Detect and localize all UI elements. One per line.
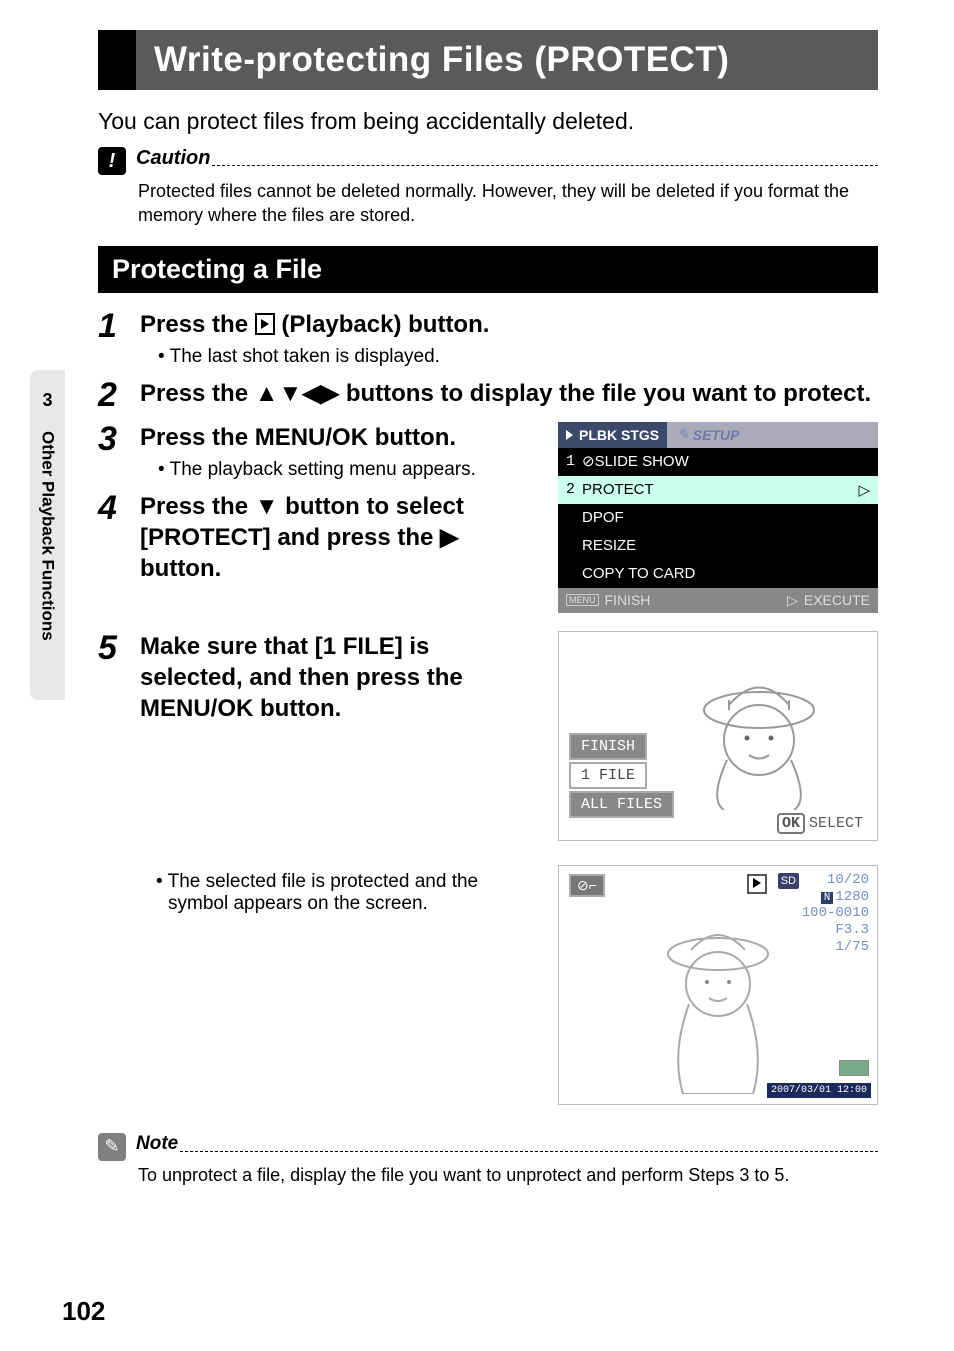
text: The playback setting menu appears. <box>170 459 476 480</box>
step-num: 2 <box>98 378 140 412</box>
preview-meta: 10/20 N1280 100-0010 F3.3 1/75 <box>802 872 869 956</box>
step-title: Make sure that [1 FILE] is selected, and… <box>140 631 536 725</box>
subsection-title: Protecting a File <box>98 246 878 293</box>
menu-tag: MENU <box>566 594 599 606</box>
playback-icon <box>255 313 275 335</box>
step-1: 1 Press the (Playback) button. • The las… <box>98 309 878 368</box>
n-badge: N <box>821 892 834 904</box>
text: The last shot taken is displayed. <box>170 346 440 367</box>
caution-body: Protected files cannot be deleted normal… <box>138 179 878 228</box>
note-body: To unprotect a file, display the file yo… <box>138 1165 878 1186</box>
intro-text: You can protect files from being acciden… <box>98 108 878 135</box>
title-mark <box>98 30 136 90</box>
step-4: 4 Press the ▼ button to select [PROTECT]… <box>98 491 536 585</box>
menu-item: RESIZE <box>558 532 878 560</box>
step-title: Press the MENU/OK button. <box>140 422 536 453</box>
menu-tab-playback: PLBK STGS <box>558 422 667 448</box>
note-label: Note <box>136 1133 178 1155</box>
step-bullet: • The playback setting menu appears. <box>158 459 536 481</box>
meta-file: 100-0010 <box>802 905 869 922</box>
menu-item-selected: 2PROTECT ▷ <box>558 476 878 504</box>
caution-label: Caution <box>136 147 210 170</box>
idx: 2 <box>566 481 582 498</box>
step-title: Press the (Playback) button. <box>140 309 878 340</box>
meta-aperture: F3.3 <box>802 922 869 939</box>
sd-badge: SD <box>778 873 799 889</box>
option-selected: 1 FILE <box>569 762 647 789</box>
menu-item: DPOF <box>558 504 878 532</box>
step-num: 5 <box>98 631 140 725</box>
ok-badge: OK <box>777 813 805 834</box>
step-2: 2 Press the ▲▼◀▶ buttons to display the … <box>98 378 878 412</box>
label: SLIDE SHOW <box>595 453 689 470</box>
result-bullet: • The selected file is protected and the… <box>156 871 536 915</box>
option: ALL FILES <box>569 791 674 818</box>
down-arrow-icon: ▼ <box>255 493 279 520</box>
chapter-number: 3 <box>42 390 52 411</box>
caution-dash <box>212 156 878 166</box>
menu-tab-setup: ✎ SETUP <box>667 422 878 448</box>
tab-label: PLBK STGS <box>579 427 659 443</box>
note-icon: ✎ <box>98 1133 126 1161</box>
step-num: 1 <box>98 309 140 368</box>
idx: 1 <box>566 453 582 470</box>
step-3: 3 Press the MENU/OK button. • The playba… <box>98 422 536 481</box>
menu-item: 1⊘SLIDE SHOW <box>558 448 878 476</box>
person-illustration <box>633 904 803 1094</box>
section-title: Write-protecting Files (PROTECT) <box>136 30 878 90</box>
menu-item: COPY TO CARD <box>558 560 878 588</box>
text: The selected file is protected and the s… <box>168 871 479 914</box>
right-arrow-icon: ▶ <box>440 524 458 551</box>
meta-shutter: 1/75 <box>802 939 869 956</box>
menu-footer: MENU FINISH ▷ EXECUTE <box>558 588 878 613</box>
step-num: 4 <box>98 491 140 585</box>
page-number: 102 <box>62 1296 105 1327</box>
person-illustration <box>669 650 849 810</box>
chapter-label: Other Playback Functions <box>38 431 58 641</box>
text: Press the <box>140 380 255 407</box>
section-title-row: Write-protecting Files (PROTECT) <box>98 30 878 90</box>
playback-badge-icon <box>747 874 767 894</box>
meta-count: 10/20 <box>802 872 869 889</box>
option: FINISH <box>569 733 647 760</box>
foot-label: FINISH <box>605 592 651 608</box>
menu-body: 1⊘SLIDE SHOW 2PROTECT ▷ DPOF RESIZE COPY … <box>558 448 878 588</box>
side-tab: 3 Other Playback Functions <box>30 370 65 700</box>
dpad-icon: ▲▼◀▶ <box>255 380 339 407</box>
play-icon <box>566 430 573 440</box>
menu-screenshot: PLBK STGS ✎ SETUP 1⊘SLIDE SHOW 2PROTECT ▷… <box>558 422 878 613</box>
file-options: FINISH 1 FILE ALL FILES <box>569 733 674 820</box>
text: button. <box>140 555 221 582</box>
text: Press the <box>140 311 255 338</box>
meta-size: 1280 <box>835 889 869 905</box>
label: DPOF <box>582 509 624 526</box>
step-title: Press the ▲▼◀▶ buttons to display the fi… <box>140 378 878 409</box>
note-header: ✎ Note <box>98 1133 878 1161</box>
step-5: 5 Make sure that [1 FILE] is selected, a… <box>98 631 536 725</box>
tab-label: SETUP <box>693 427 740 443</box>
label: RESIZE <box>582 537 636 554</box>
file-select-screenshot: FINISH 1 FILE ALL FILES OK SELECT <box>558 631 878 841</box>
text: Press the <box>140 493 255 520</box>
label: COPY TO CARD <box>582 565 695 582</box>
protect-symbol: ⊘⌐ <box>569 874 605 897</box>
step-bullet: • The last shot taken is displayed. <box>158 346 878 368</box>
caution-icon: ! <box>98 147 126 175</box>
step-num: 3 <box>98 422 140 481</box>
right-caret-icon: ▷ <box>858 481 870 499</box>
ok-label: SELECT <box>809 815 863 832</box>
lock-icon: ⊘ <box>582 452 595 471</box>
text: (Playback) button. <box>275 311 490 338</box>
preview-screenshot: ⊘⌐ SD 10/20 N1280 100-0010 F3.3 1/75 200… <box>558 865 878 1105</box>
note-dash <box>180 1142 878 1152</box>
caution-header: ! Caution <box>98 147 878 175</box>
label: PROTECT <box>582 481 654 498</box>
battery-icon <box>839 1060 869 1076</box>
preview-date: 2007/03/01 12:00 <box>767 1083 871 1098</box>
foot-label: EXECUTE <box>804 592 870 608</box>
step-title: Press the ▼ button to select [PROTECT] a… <box>140 491 536 585</box>
text: buttons to display the file you want to … <box>339 380 871 407</box>
ok-hint: OK SELECT <box>777 813 863 834</box>
right-caret-icon: ▷ <box>787 592 798 609</box>
